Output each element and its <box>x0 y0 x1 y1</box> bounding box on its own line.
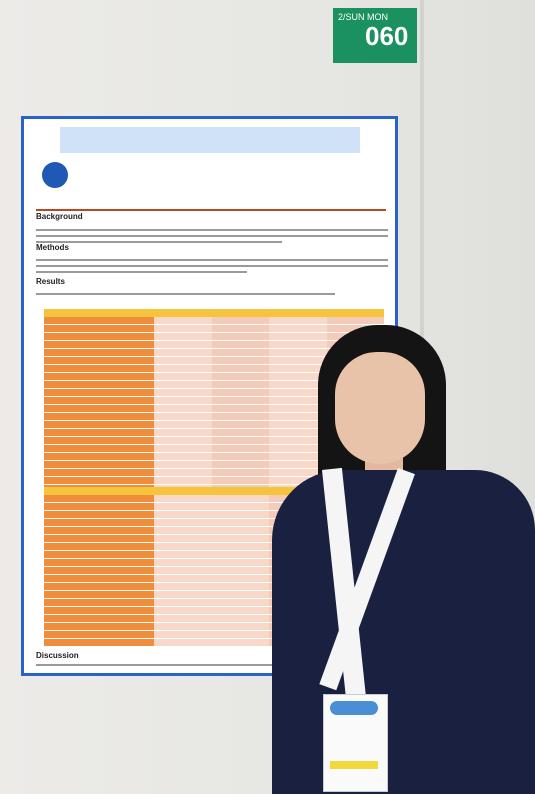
poster-authors-blurred <box>134 163 374 172</box>
board-number-sign: 2/SUN MON 060 <box>333 8 417 63</box>
presenter-face <box>335 352 425 464</box>
discussion-text-blurred <box>36 664 388 670</box>
sign-day-text: 2/SUN MON <box>338 12 389 22</box>
section-heading-background: Background <box>36 212 83 221</box>
background-text-blurred <box>36 229 388 247</box>
badge-logo-icon <box>330 701 378 715</box>
badge-ribbon <box>330 761 378 769</box>
institution-name-blurred <box>72 166 132 174</box>
results-text-blurred <box>36 293 388 299</box>
poster-title-blurred <box>64 131 356 139</box>
table-header <box>44 309 384 317</box>
conference-badge <box>323 694 388 792</box>
section-heading-discussion: Discussion <box>36 651 79 660</box>
table-row <box>44 325 384 333</box>
section-heading-methods: Methods <box>36 243 69 252</box>
sign-board-number: 060 <box>365 21 409 51</box>
section-rule <box>36 209 386 211</box>
table-row <box>44 317 384 325</box>
presenter-jacket <box>272 470 535 794</box>
methods-text-blurred <box>36 259 388 277</box>
section-heading-results: Results <box>36 277 65 286</box>
table-header <box>44 487 384 495</box>
poster-affiliations-blurred <box>134 193 374 200</box>
institution-logo-icon <box>42 162 68 188</box>
poster-title-band <box>60 127 360 153</box>
table-row <box>44 333 384 341</box>
